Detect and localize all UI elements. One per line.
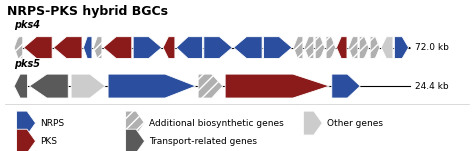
Polygon shape <box>303 111 322 135</box>
Polygon shape <box>304 37 314 58</box>
Text: 72.0 kb: 72.0 kb <box>415 43 448 52</box>
Polygon shape <box>126 111 145 135</box>
Polygon shape <box>17 129 36 151</box>
Polygon shape <box>24 37 52 58</box>
Polygon shape <box>293 37 303 58</box>
Polygon shape <box>71 74 105 98</box>
Text: Other genes: Other genes <box>327 119 383 128</box>
Polygon shape <box>29 74 68 98</box>
Polygon shape <box>14 37 23 58</box>
Polygon shape <box>394 37 409 58</box>
Polygon shape <box>14 74 27 98</box>
Polygon shape <box>163 37 175 58</box>
Polygon shape <box>370 37 380 58</box>
Text: pks5: pks5 <box>14 59 40 69</box>
Polygon shape <box>133 37 162 58</box>
Text: Transport-related genes: Transport-related genes <box>149 137 257 146</box>
Polygon shape <box>225 74 329 98</box>
Polygon shape <box>176 37 202 58</box>
Text: Additional biosynthetic genes: Additional biosynthetic genes <box>149 119 284 128</box>
Polygon shape <box>54 37 82 58</box>
Polygon shape <box>234 37 262 58</box>
Polygon shape <box>83 37 92 58</box>
Polygon shape <box>93 37 102 58</box>
Text: PKS: PKS <box>40 137 57 146</box>
Text: NRPS: NRPS <box>40 119 64 128</box>
Text: NRPS-PKS hybrid BGCs: NRPS-PKS hybrid BGCs <box>7 5 168 18</box>
Polygon shape <box>204 37 232 58</box>
Text: 24.4 kb: 24.4 kb <box>415 82 448 91</box>
Polygon shape <box>315 37 325 58</box>
Polygon shape <box>126 129 145 151</box>
Polygon shape <box>359 37 369 58</box>
Polygon shape <box>348 37 358 58</box>
Polygon shape <box>103 37 132 58</box>
Polygon shape <box>381 37 393 58</box>
Polygon shape <box>108 74 196 98</box>
Polygon shape <box>337 37 347 58</box>
Polygon shape <box>198 74 223 98</box>
Text: pks4: pks4 <box>14 20 40 30</box>
Polygon shape <box>264 37 292 58</box>
Polygon shape <box>326 37 336 58</box>
Polygon shape <box>17 111 36 135</box>
Polygon shape <box>332 74 360 98</box>
